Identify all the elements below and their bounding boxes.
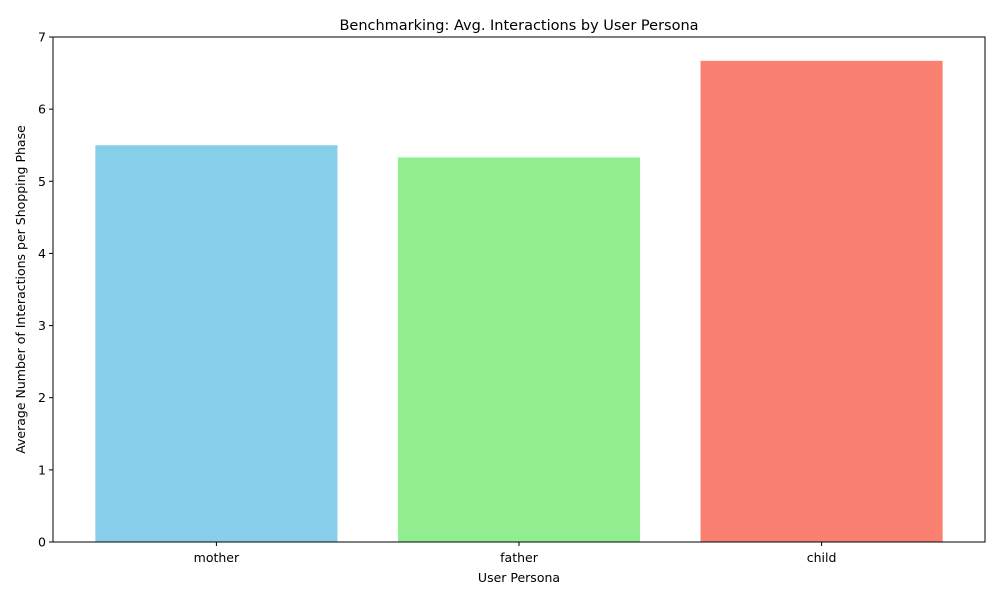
x-tick-label-child: child <box>807 550 837 565</box>
x-tick-label-father: father <box>500 550 539 565</box>
y-tick-label: 3 <box>38 318 46 333</box>
x-axis: mother father child <box>194 542 837 565</box>
y-tick-label: 4 <box>38 246 46 261</box>
y-tick-label: 2 <box>38 390 46 405</box>
bar-mother <box>95 145 338 542</box>
chart-title: Benchmarking: Avg. Interactions by User … <box>339 18 698 34</box>
y-tick-label: 0 <box>38 535 46 550</box>
y-axis: 0 1 2 3 4 5 6 7 <box>38 30 53 550</box>
y-tick-label: 1 <box>38 462 46 477</box>
y-tick-label: 5 <box>38 174 46 189</box>
y-tick-label: 7 <box>38 30 46 45</box>
bar-father <box>397 157 641 542</box>
y-axis-label: Average Number of Interactions per Shopp… <box>13 125 28 454</box>
y-tick-label: 6 <box>38 102 46 117</box>
bars-group <box>95 60 943 543</box>
plot-frame <box>52 36 986 543</box>
bar-child <box>700 60 943 543</box>
x-tick-label-mother: mother <box>194 550 240 565</box>
x-axis-label: User Persona <box>478 570 560 585</box>
